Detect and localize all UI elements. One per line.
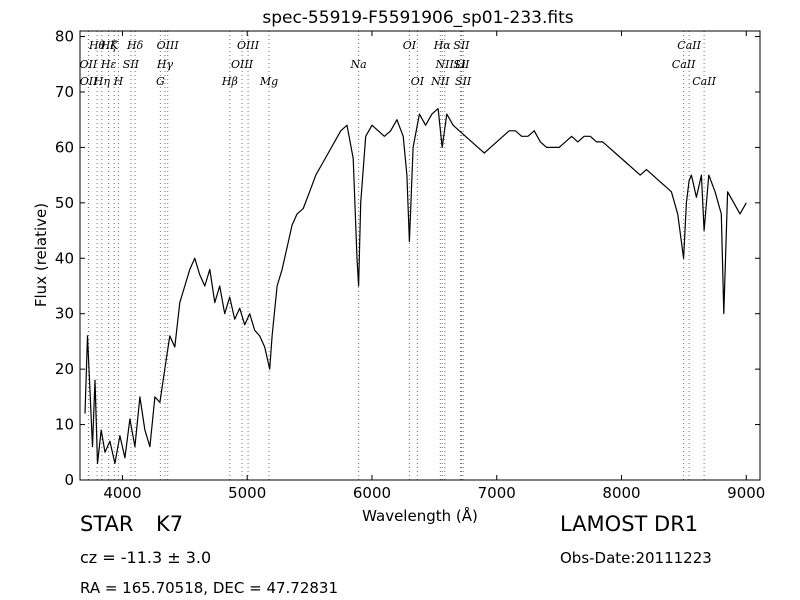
y-axis-ticks: 0 10 20 30 40 50 60 70 80 xyxy=(55,28,760,489)
ra-dec-coordinates: RA = 165.70518, DEC = 47.72831 xyxy=(80,579,339,597)
spectral-line-label: OI xyxy=(411,75,425,88)
plot-frame xyxy=(79,30,761,481)
survey-name: LAMOST DR1 xyxy=(560,512,699,536)
spectral-line-label: H xyxy=(113,75,124,88)
y-tick-label: 30 xyxy=(55,305,74,323)
y-tick-label: 80 xyxy=(55,28,74,46)
spectral-line-label: Hα xyxy=(433,39,452,52)
spectral-line-label: Mg xyxy=(259,75,278,88)
x-tick-label: 9000 xyxy=(727,484,765,502)
spectral-line-label: Hδ xyxy=(126,39,144,52)
spectral-line-label: Hζ xyxy=(100,39,118,52)
x-tick-label: 4000 xyxy=(103,484,141,502)
y-tick-label: 50 xyxy=(55,194,74,212)
spectral-line-label: OII xyxy=(80,75,98,88)
spectral-line-label: Li xyxy=(454,58,466,71)
spectral-line-label: OIII xyxy=(157,39,180,52)
x-axis-ticks: 4000 5000 6000 7000 8000 9000 xyxy=(103,31,765,502)
y-tick-label: 40 xyxy=(55,249,74,267)
spectral-line-label: SII xyxy=(453,58,470,71)
y-tick-label: 60 xyxy=(55,138,74,156)
spectral-line-label: NII xyxy=(435,58,455,71)
object-class: STAR xyxy=(80,512,134,536)
spectral-line-label: Hε xyxy=(100,58,117,71)
spectrum-line xyxy=(84,108,747,464)
spectral-line-label: Hθ xyxy=(88,39,106,52)
x-tick-label: 8000 xyxy=(602,484,640,502)
y-tick-label: 0 xyxy=(64,471,74,489)
x-axis-label: Wavelength (Å) xyxy=(362,506,478,525)
x-tick-label: 7000 xyxy=(478,484,516,502)
x-tick-label: 6000 xyxy=(353,484,391,502)
object-subclass: K7 xyxy=(156,512,184,536)
redshift-cz: cz = -11.3 ± 3.0 xyxy=(80,548,212,567)
spectral-line-label: Na xyxy=(350,58,367,71)
spectral-line-label: Hγ xyxy=(156,58,174,71)
spectral-line-label: NII xyxy=(430,75,450,88)
chart-title: spec-55919-F5591906_sp01-233.fits xyxy=(262,8,573,28)
spectral-line-label: SII xyxy=(453,39,470,52)
y-tick-label: 70 xyxy=(55,83,74,101)
spectral-line-label: SII xyxy=(123,58,140,71)
spectral-line-label: Hη xyxy=(93,75,111,88)
spectral-line-label: G xyxy=(156,75,165,88)
y-tick-label: 20 xyxy=(55,360,74,378)
spectrum-series xyxy=(84,108,747,464)
spectral-line-label: OII xyxy=(80,58,98,71)
y-axis-label: Flux (relative) xyxy=(32,203,50,307)
spectral-line-label: CaII xyxy=(677,39,701,52)
spectral-line-markers xyxy=(87,31,705,480)
spectral-line-label: K xyxy=(109,39,119,52)
spectral-line-label: SII xyxy=(455,75,472,88)
spectral-line-label: OIII xyxy=(231,58,254,71)
spectral-line-label: CaII xyxy=(692,75,716,88)
spectral-line-label: Hβ xyxy=(221,75,238,88)
observation-date: Obs-Date:20111223 xyxy=(560,549,712,567)
x-tick-label: 5000 xyxy=(228,484,266,502)
spectral-line-label: OIII xyxy=(237,39,260,52)
y-tick-label: 10 xyxy=(55,416,74,434)
spectral-line-label: CaII xyxy=(672,58,696,71)
spectral-line-label: OI xyxy=(403,39,417,52)
